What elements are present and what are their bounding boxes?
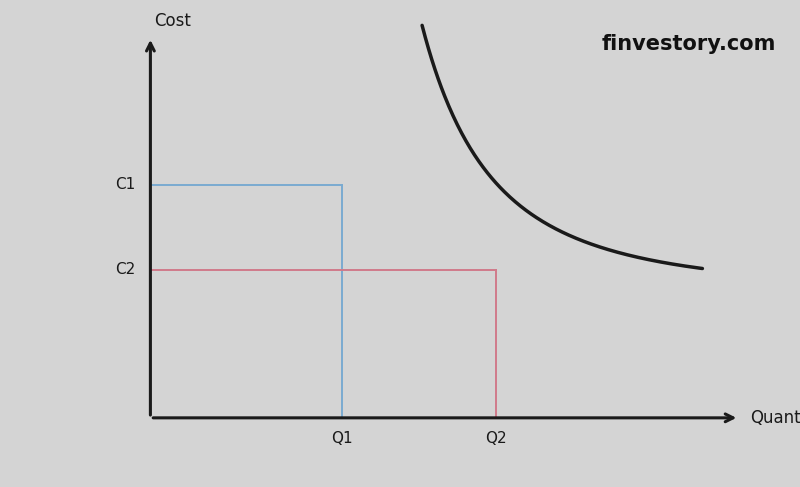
Text: C2: C2 [115,262,136,278]
Text: Quantity: Quantity [750,409,800,427]
Text: Cost: Cost [154,12,191,30]
Text: finvestory.com: finvestory.com [602,34,776,54]
Text: C1: C1 [115,177,136,192]
Text: Q1: Q1 [331,431,353,446]
Text: Q2: Q2 [486,431,507,446]
